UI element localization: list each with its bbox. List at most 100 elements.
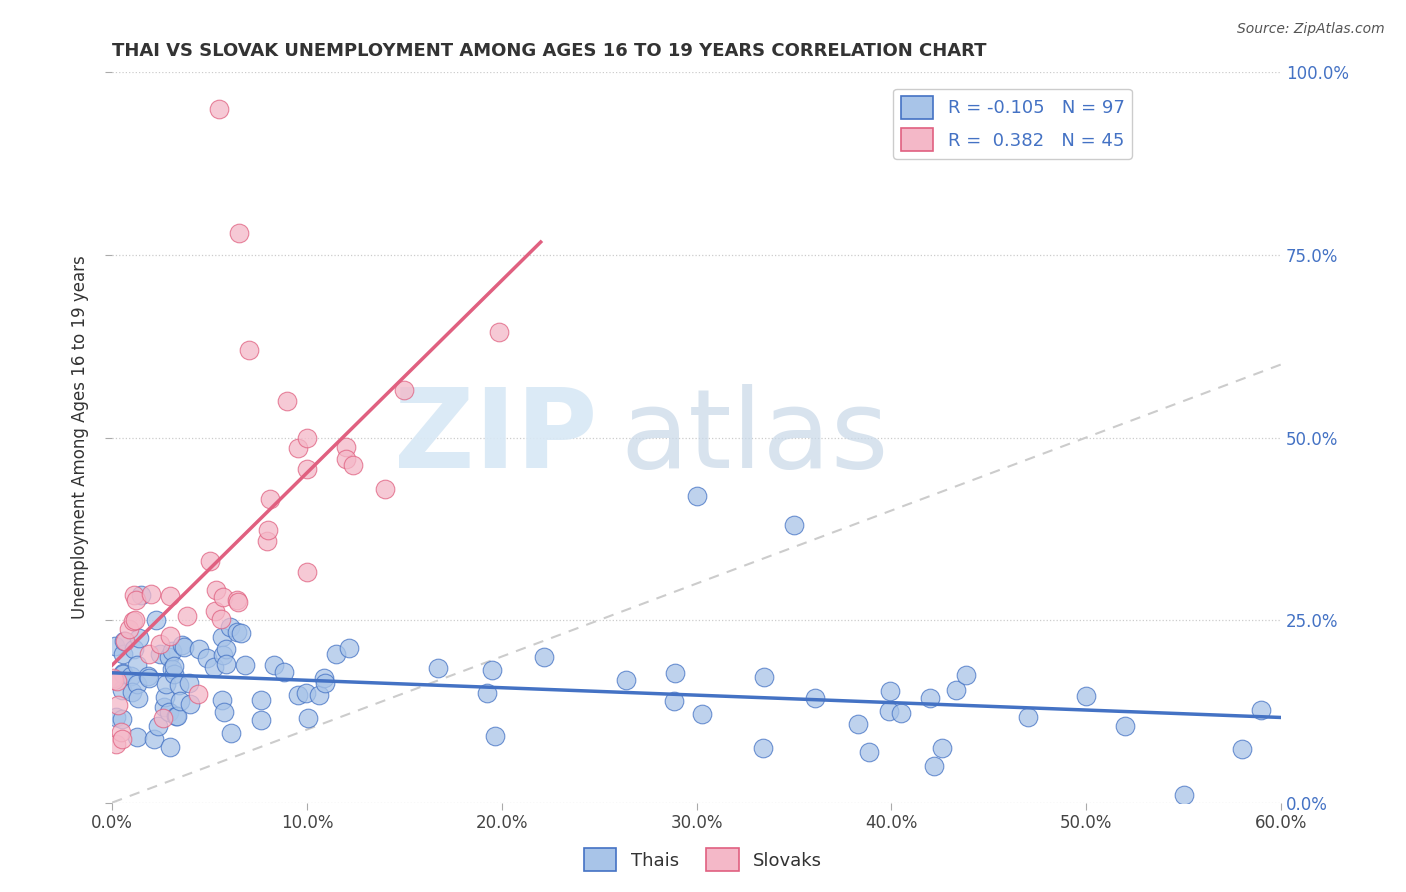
Point — [931, 740, 953, 755]
Point — [783, 518, 806, 533]
Point — [122, 588, 145, 602]
Point — [263, 658, 285, 673]
Point — [111, 713, 134, 727]
Point — [170, 638, 193, 652]
Point — [187, 688, 209, 702]
Point — [211, 693, 233, 707]
Point — [211, 630, 233, 644]
Point — [208, 102, 231, 116]
Point — [103, 672, 125, 686]
Point — [124, 613, 146, 627]
Point — [228, 226, 250, 240]
Point — [922, 759, 945, 773]
Point — [155, 677, 177, 691]
Point — [229, 626, 252, 640]
Point — [219, 620, 242, 634]
Point — [146, 719, 169, 733]
Text: atlas: atlas — [620, 384, 889, 491]
Point — [176, 609, 198, 624]
Point — [149, 647, 172, 661]
Point — [287, 442, 309, 456]
Point — [308, 688, 330, 702]
Point — [124, 592, 146, 607]
Point — [111, 682, 134, 697]
Point — [233, 657, 256, 672]
Point — [335, 452, 357, 467]
Point — [259, 491, 281, 506]
Point — [112, 633, 135, 648]
Point — [877, 704, 900, 718]
Point — [205, 582, 228, 597]
Point — [225, 624, 247, 639]
Point — [127, 658, 149, 673]
Point — [337, 641, 360, 656]
Point — [138, 669, 160, 683]
Point — [187, 642, 209, 657]
Point — [238, 343, 260, 357]
Point — [1076, 689, 1098, 703]
Point — [165, 708, 187, 723]
Legend: R = -0.105   N = 97, R =  0.382   N = 45: R = -0.105 N = 97, R = 0.382 N = 45 — [893, 89, 1132, 159]
Point — [325, 648, 347, 662]
Point — [107, 698, 129, 712]
Point — [879, 683, 901, 698]
Point — [157, 649, 180, 664]
Point — [111, 731, 134, 746]
Point — [128, 631, 150, 645]
Point — [169, 678, 191, 692]
Point — [111, 665, 134, 680]
Point — [138, 647, 160, 661]
Point — [179, 698, 201, 712]
Point — [374, 482, 396, 496]
Point — [488, 326, 510, 340]
Point — [297, 565, 319, 579]
Point — [110, 725, 132, 739]
Point — [104, 639, 127, 653]
Point — [614, 673, 637, 687]
Point — [127, 691, 149, 706]
Point — [1017, 710, 1039, 724]
Point — [273, 665, 295, 680]
Point — [394, 383, 416, 397]
Point — [858, 744, 880, 758]
Point — [139, 586, 162, 600]
Point — [198, 554, 221, 568]
Point — [169, 694, 191, 708]
Point — [215, 657, 238, 671]
Point — [152, 699, 174, 714]
Point — [890, 706, 912, 720]
Point — [212, 590, 235, 604]
Point — [249, 713, 271, 727]
Point — [173, 640, 195, 655]
Point — [112, 667, 135, 681]
Point — [215, 642, 238, 657]
Point — [664, 694, 686, 708]
Point — [257, 523, 280, 537]
Point — [219, 726, 242, 740]
Point — [295, 462, 318, 476]
Point — [335, 440, 357, 454]
Point — [204, 603, 226, 617]
Text: Source: ZipAtlas.com: Source: ZipAtlas.com — [1237, 22, 1385, 37]
Point — [157, 706, 180, 720]
Point — [166, 709, 188, 723]
Point — [256, 533, 278, 548]
Point — [287, 689, 309, 703]
Point — [295, 686, 318, 700]
Point — [475, 686, 498, 700]
Point — [250, 693, 273, 707]
Point — [114, 634, 136, 648]
Point — [427, 661, 450, 675]
Point — [125, 731, 148, 745]
Point — [104, 737, 127, 751]
Point — [153, 690, 176, 704]
Point — [162, 662, 184, 676]
Point — [202, 660, 225, 674]
Point — [212, 706, 235, 720]
Point — [122, 642, 145, 657]
Point — [129, 589, 152, 603]
Point — [226, 594, 249, 608]
Point — [121, 615, 143, 629]
Point — [103, 673, 125, 687]
Y-axis label: Unemployment Among Ages 16 to 19 years: Unemployment Among Ages 16 to 19 years — [72, 256, 89, 619]
